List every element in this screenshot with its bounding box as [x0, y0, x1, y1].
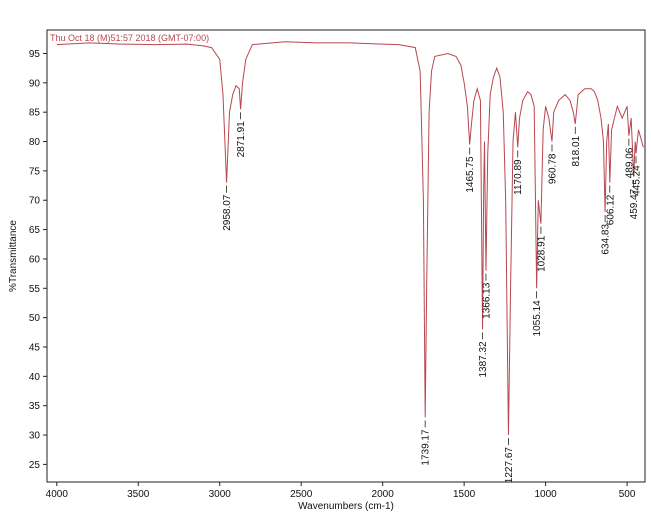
peak-label: 1055.14 — [532, 300, 543, 337]
x-tick-label: 2000 — [372, 489, 395, 500]
x-axis-label: Wavenumbers (cm-1) — [298, 501, 394, 512]
plot-frame — [46, 29, 646, 483]
peak-label: 960.78 — [547, 153, 558, 184]
spectrum-line — [56, 41, 644, 436]
peak-label: 459.47 — [629, 188, 640, 219]
peak-label: 1170.89 — [513, 159, 524, 195]
y-tick-label: 75 — [29, 166, 41, 177]
chart-title: Thu Oct 18 (M)51:57 2018 (GMT-07:00) — [50, 33, 209, 43]
x-tick-label: 3500 — [127, 489, 150, 500]
peak-label: 1387.32 — [478, 341, 489, 378]
x-tick-label: 3000 — [209, 489, 232, 500]
peak-label: 1028.91 — [536, 235, 547, 272]
y-tick-label: 30 — [29, 431, 41, 442]
y-tick-label: 90 — [29, 78, 41, 89]
y-tick-label: 85 — [29, 108, 41, 119]
peak-label: 445.24 — [631, 165, 642, 196]
y-tick-label: 35 — [29, 401, 41, 412]
peak-label: 1366.13 — [481, 282, 492, 319]
y-axis-label: %Transmittance — [8, 220, 19, 292]
y-tick-label: 65 — [29, 225, 41, 236]
y-tick-label: 25 — [29, 460, 41, 471]
peak-label: 1465.75 — [465, 156, 476, 193]
x-tick-label: 500 — [619, 489, 636, 500]
y-tick-label: 80 — [29, 137, 41, 148]
peak-label: 2871.91 — [236, 121, 247, 158]
x-tick-label: 4000 — [46, 489, 69, 500]
x-tick-label: 2500 — [290, 489, 313, 500]
y-tick-label: 40 — [29, 372, 41, 383]
x-tick-label: 1500 — [453, 489, 476, 500]
y-tick-label: 95 — [29, 49, 41, 60]
peak-label: 1739.17 — [421, 429, 432, 466]
peak-label: 489.06 — [624, 147, 635, 178]
y-tick-label: 50 — [29, 313, 41, 324]
peak-label: 634.83 — [601, 224, 612, 255]
peak-label: 606.12 — [605, 194, 616, 225]
peak-label: 2958.07 — [222, 194, 233, 231]
y-tick-label: 60 — [29, 254, 41, 265]
peak-label: 818.01 — [571, 135, 582, 166]
y-tick-label: 55 — [29, 284, 41, 295]
x-tick-label: 1000 — [534, 489, 557, 500]
y-tick-label: 70 — [29, 196, 41, 207]
y-tick-label: 45 — [29, 342, 41, 353]
peak-label: 1227.67 — [504, 447, 515, 484]
